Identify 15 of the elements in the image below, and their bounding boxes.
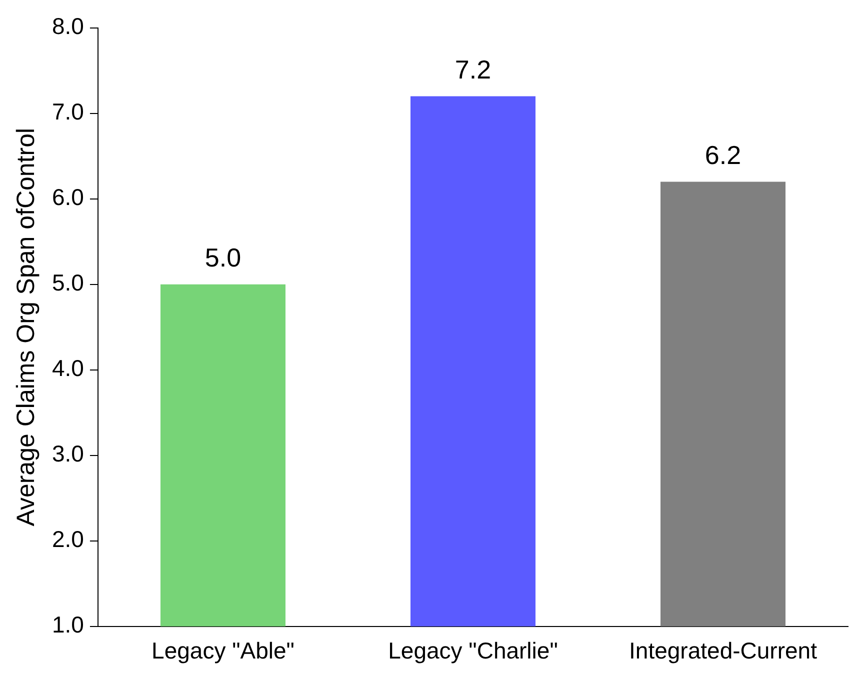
data-label: 7.2 [454, 54, 492, 84]
data-label: 6.2 [704, 140, 742, 170]
x-tick-label: Legacy "Charlie" [388, 638, 558, 664]
y-tick-label: 1.0 [52, 612, 84, 638]
y-tick-label: 2.0 [52, 526, 84, 552]
y-tick-label: 8.0 [52, 13, 84, 40]
data-label: 5.0 [204, 242, 242, 273]
y-tick-label: 7.0 [52, 98, 84, 125]
y-axis-title: Average Claims Org Span ofControl [12, 128, 40, 526]
y-tick-label: 3.0 [52, 440, 84, 467]
y-tick-label: 5.0 [52, 270, 84, 296]
x-tick-label: Legacy "Able" [152, 638, 294, 664]
x-tick-label: Integrated-Current [629, 638, 818, 664]
y-tick-label: 6.0 [52, 184, 84, 210]
y-tick-label: 4.0 [52, 355, 84, 382]
